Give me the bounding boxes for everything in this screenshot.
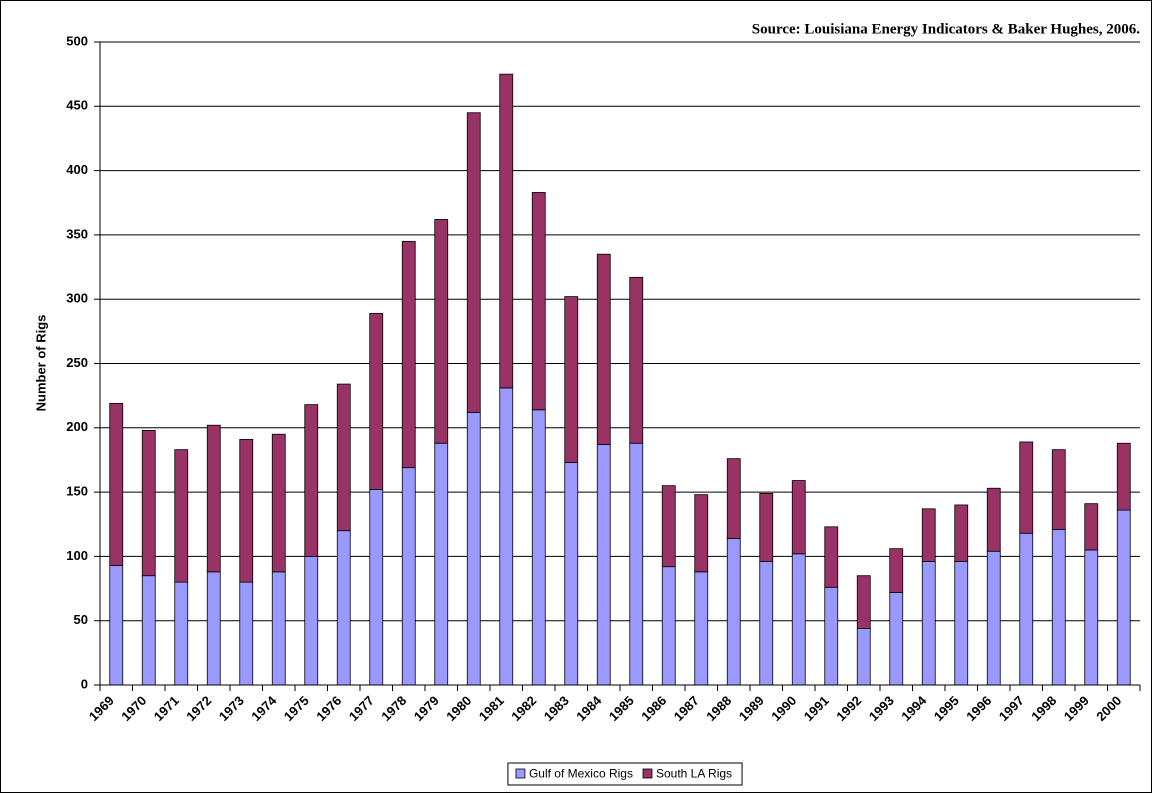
bar-segment xyxy=(564,462,579,686)
legend-box xyxy=(507,762,743,786)
bar-segment xyxy=(856,628,871,686)
legend-label: South LA Rigs xyxy=(656,767,732,781)
y-tick-label: 150 xyxy=(66,484,88,499)
bar-segment xyxy=(466,112,481,413)
bar-segment xyxy=(726,458,741,539)
bar-segment xyxy=(596,253,611,445)
bar-segment xyxy=(531,409,546,686)
bar-segment xyxy=(141,429,156,577)
bar-segment xyxy=(466,411,481,686)
bar-segment xyxy=(694,571,709,686)
y-tick-label: 50 xyxy=(74,612,88,627)
bar-segment xyxy=(759,492,774,562)
bar-segment xyxy=(921,561,936,686)
bar-segment xyxy=(369,312,384,490)
y-tick-label: 0 xyxy=(81,676,88,691)
bar-segment xyxy=(141,575,156,686)
bar-segment xyxy=(1084,549,1099,686)
bar-segment xyxy=(304,556,319,686)
legend-swatch xyxy=(515,768,526,779)
bar-segment xyxy=(726,537,741,686)
bar-segment xyxy=(661,485,676,568)
bar-segment xyxy=(434,442,449,686)
bar-segment xyxy=(109,402,124,566)
bar-segment xyxy=(986,487,1001,552)
bar-segment xyxy=(174,581,189,686)
y-axis-label: Number of Rigs xyxy=(33,315,48,412)
y-tick-label: 250 xyxy=(66,355,88,370)
y-tick-label: 500 xyxy=(66,33,88,48)
bar-segment xyxy=(401,240,416,469)
source-note: Source: Louisiana Energy Indicators & Ba… xyxy=(752,21,1140,37)
bar-segment xyxy=(239,438,254,583)
bar-segment xyxy=(954,504,969,562)
bar-segment xyxy=(1116,509,1131,686)
bar-segment xyxy=(921,508,936,562)
bar-segment xyxy=(499,387,514,686)
legend: Gulf of Mexico Rigs South LA Rigs xyxy=(507,762,743,786)
bar-segment xyxy=(401,467,416,686)
bar-segment xyxy=(564,296,579,463)
bar-segment xyxy=(336,530,351,686)
bar-segment xyxy=(791,553,806,686)
y-tick-label: 450 xyxy=(66,98,88,113)
bar-segment xyxy=(694,494,709,573)
bar-segment xyxy=(239,581,254,686)
bar-segment xyxy=(856,575,871,629)
bar-segment xyxy=(986,550,1001,686)
bar-segment xyxy=(174,449,189,583)
y-tick-label: 350 xyxy=(66,226,88,241)
bar-segment xyxy=(824,586,839,686)
bar-segment xyxy=(1116,442,1131,511)
legend-label: Gulf of Mexico Rigs xyxy=(529,767,633,781)
bar-segment xyxy=(206,571,221,686)
bar-segment xyxy=(271,433,286,573)
bar-segment xyxy=(1019,441,1034,534)
bar-segment xyxy=(206,424,221,573)
bar-segment xyxy=(369,489,384,686)
bar-segment xyxy=(1051,528,1066,686)
bar-segment xyxy=(629,442,644,686)
bar-segment xyxy=(499,73,514,389)
y-tick-label: 200 xyxy=(66,419,88,434)
bar-segment xyxy=(304,404,319,557)
bar-segment xyxy=(889,548,904,593)
legend-swatch xyxy=(642,768,653,779)
bar-segment xyxy=(661,566,676,686)
bar-segment xyxy=(336,383,351,532)
bar-segment xyxy=(531,192,546,411)
bar-segment xyxy=(1019,532,1034,686)
y-tick-label: 100 xyxy=(66,548,88,563)
bar-segment xyxy=(1051,449,1066,530)
bar-segment xyxy=(596,444,611,686)
bar-segment xyxy=(434,219,449,444)
bar-segment xyxy=(954,561,969,686)
bar-segment xyxy=(889,592,904,686)
bar-segment xyxy=(109,565,124,686)
y-tick-label: 300 xyxy=(66,291,88,306)
bar-segment xyxy=(759,561,774,686)
y-tick-label: 400 xyxy=(66,162,88,177)
bar-segment xyxy=(1084,503,1099,551)
bar-segment xyxy=(629,276,644,444)
bar-segment xyxy=(824,526,839,588)
bar-segment xyxy=(791,480,806,555)
bar-segment xyxy=(271,571,286,686)
